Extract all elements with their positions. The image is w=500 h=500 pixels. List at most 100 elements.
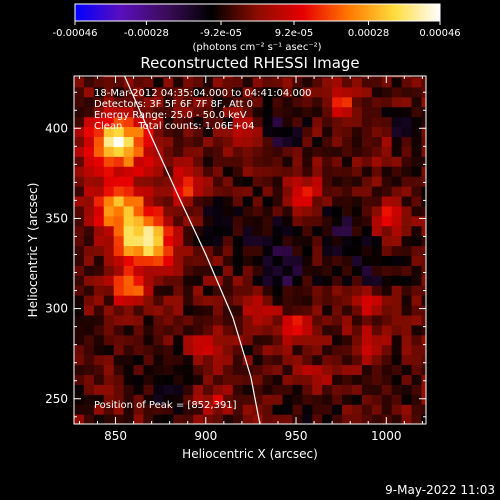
heatmap-cell bbox=[421, 136, 426, 147]
heatmap-cell bbox=[361, 195, 373, 207]
heatmap-cell bbox=[242, 314, 254, 326]
heatmap-cell bbox=[232, 394, 244, 405]
heatmap-cell bbox=[351, 324, 363, 336]
heatmap-cell bbox=[143, 324, 155, 336]
heatmap-cell bbox=[411, 384, 423, 395]
heatmap-cell bbox=[391, 185, 403, 197]
heatmap-cell bbox=[292, 364, 303, 376]
heatmap-cell bbox=[302, 364, 313, 376]
heatmap-cell bbox=[411, 304, 423, 316]
annotation-block: 18-Mar-2012 04:35:04.000 to 04:41:04.000… bbox=[94, 88, 312, 411]
heatmap-cell bbox=[212, 96, 224, 108]
heatmap-cell bbox=[411, 126, 423, 138]
heatmap-cell bbox=[93, 96, 105, 108]
heatmap-cell bbox=[401, 76, 413, 88]
heatmap-cell bbox=[252, 394, 264, 405]
heatmap-cell bbox=[113, 185, 125, 197]
heatmap-cell bbox=[421, 354, 426, 366]
heatmap-cell bbox=[222, 285, 234, 296]
heatmap-cell bbox=[203, 136, 214, 147]
heatmap-cell bbox=[232, 166, 244, 177]
heatmap-cell bbox=[203, 265, 214, 276]
heatmap-cell bbox=[163, 176, 174, 187]
heatmap-cell bbox=[411, 96, 423, 108]
heatmap-cell bbox=[242, 374, 254, 385]
heatmap-cell bbox=[173, 106, 184, 118]
heatmap-cell bbox=[193, 404, 204, 415]
heatmap-cell bbox=[262, 96, 274, 108]
heatmap-cell bbox=[272, 86, 284, 98]
heatmap-cell bbox=[282, 156, 294, 167]
heatmap-cell bbox=[232, 374, 244, 385]
heatmap-cell bbox=[212, 295, 224, 306]
heatmap-cell bbox=[212, 265, 224, 276]
heatmap-cell bbox=[183, 314, 194, 326]
heatmap-cell bbox=[133, 255, 145, 266]
heatmap-cell bbox=[232, 334, 244, 346]
heatmap-cell bbox=[252, 374, 264, 385]
heatmap-cell bbox=[163, 225, 174, 237]
heatmap-cell bbox=[143, 354, 155, 366]
heatmap-cell bbox=[242, 185, 254, 197]
heatmap-cell bbox=[371, 76, 383, 88]
heatmap-cell bbox=[103, 76, 115, 88]
heatmap-cell bbox=[282, 96, 294, 108]
heatmap-cell bbox=[232, 304, 244, 316]
heatmap-cell bbox=[411, 76, 423, 78]
heatmap-cell bbox=[282, 344, 294, 356]
heatmap-cell bbox=[272, 384, 284, 395]
heatmap-cell bbox=[292, 324, 303, 336]
heatmap-cell bbox=[173, 176, 184, 187]
heatmap-cell bbox=[292, 76, 303, 78]
x-tick-label: 900 bbox=[194, 429, 217, 443]
heatmap-cell bbox=[411, 324, 423, 336]
heatmap-cell bbox=[312, 235, 323, 247]
heatmap-cell bbox=[351, 225, 363, 237]
heatmap-cell bbox=[302, 96, 313, 108]
heatmap-cell bbox=[74, 285, 85, 296]
heatmap-cell bbox=[173, 136, 184, 147]
heatmap-cell bbox=[242, 394, 254, 405]
heatmap-cell bbox=[163, 255, 174, 266]
heatmap-cell bbox=[183, 96, 194, 108]
heatmap-cell bbox=[302, 235, 313, 247]
heatmap-cell bbox=[391, 86, 403, 98]
heatmap-cell bbox=[411, 185, 423, 197]
heatmap-cell bbox=[421, 344, 426, 356]
heatmap-cell bbox=[421, 314, 426, 326]
heatmap-cell bbox=[262, 334, 274, 346]
heatmap-cell bbox=[401, 285, 413, 296]
heatmap-cell bbox=[93, 285, 105, 296]
heatmap-cell bbox=[123, 394, 135, 405]
heatmap-cell bbox=[282, 324, 294, 336]
heatmap-cell bbox=[103, 334, 115, 346]
heatmap-cell bbox=[113, 126, 125, 138]
heatmap-cell bbox=[133, 76, 145, 88]
heatmap-cell bbox=[391, 265, 403, 276]
heatmap-cell bbox=[143, 255, 155, 266]
heatmap-cell bbox=[252, 116, 264, 128]
heatmap-cell bbox=[183, 195, 194, 207]
heatmap-cell bbox=[242, 235, 254, 247]
heatmap-cell bbox=[262, 314, 274, 326]
heatmap-cell bbox=[272, 205, 284, 217]
heatmap-cell bbox=[262, 324, 274, 336]
heatmap-cell bbox=[381, 384, 393, 395]
heatmap-cell bbox=[173, 285, 184, 296]
heatmap-cell bbox=[342, 354, 353, 366]
heatmap-cell bbox=[312, 185, 323, 197]
heatmap-cell bbox=[262, 374, 274, 385]
heatmap-cell bbox=[93, 275, 105, 286]
heatmap-cell bbox=[173, 76, 184, 88]
heatmap-cell bbox=[83, 116, 95, 128]
heatmap-cell bbox=[163, 195, 174, 207]
heatmap-cell bbox=[163, 374, 174, 385]
heatmap-cell bbox=[272, 225, 284, 237]
heatmap-cell bbox=[272, 166, 284, 177]
heatmap-cell bbox=[93, 86, 105, 98]
heatmap-cell bbox=[242, 176, 254, 187]
heatmap-cell bbox=[272, 96, 284, 108]
heatmap-cell bbox=[332, 295, 343, 306]
heatmap-cell bbox=[212, 176, 224, 187]
heatmap-cell bbox=[193, 265, 204, 276]
